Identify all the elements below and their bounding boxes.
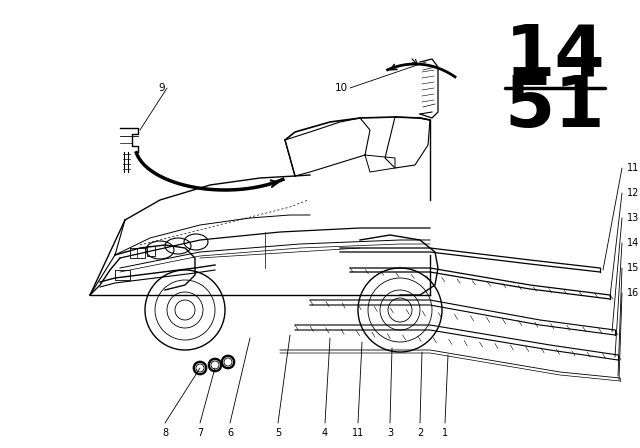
Text: 14: 14 xyxy=(627,238,639,248)
Circle shape xyxy=(210,360,220,370)
Circle shape xyxy=(195,363,205,373)
Text: 11: 11 xyxy=(352,428,364,438)
Text: 11: 11 xyxy=(627,163,639,173)
Circle shape xyxy=(193,361,207,375)
Text: 51: 51 xyxy=(505,73,605,142)
Text: 12: 12 xyxy=(627,188,639,198)
Text: 1: 1 xyxy=(442,428,448,438)
Text: 15: 15 xyxy=(627,263,639,273)
Text: 2: 2 xyxy=(417,428,423,438)
Text: 10: 10 xyxy=(335,83,348,93)
Circle shape xyxy=(223,357,233,367)
Text: 6: 6 xyxy=(227,428,233,438)
Text: 16: 16 xyxy=(627,288,639,298)
Text: 3: 3 xyxy=(387,428,393,438)
Text: 14: 14 xyxy=(504,22,605,90)
Text: 4: 4 xyxy=(322,428,328,438)
Circle shape xyxy=(208,358,222,372)
Text: 5: 5 xyxy=(275,428,281,438)
Circle shape xyxy=(221,355,235,369)
Text: 13: 13 xyxy=(627,213,639,223)
Text: 7: 7 xyxy=(197,428,203,438)
Text: 8: 8 xyxy=(162,428,168,438)
Text: 9: 9 xyxy=(158,83,165,93)
